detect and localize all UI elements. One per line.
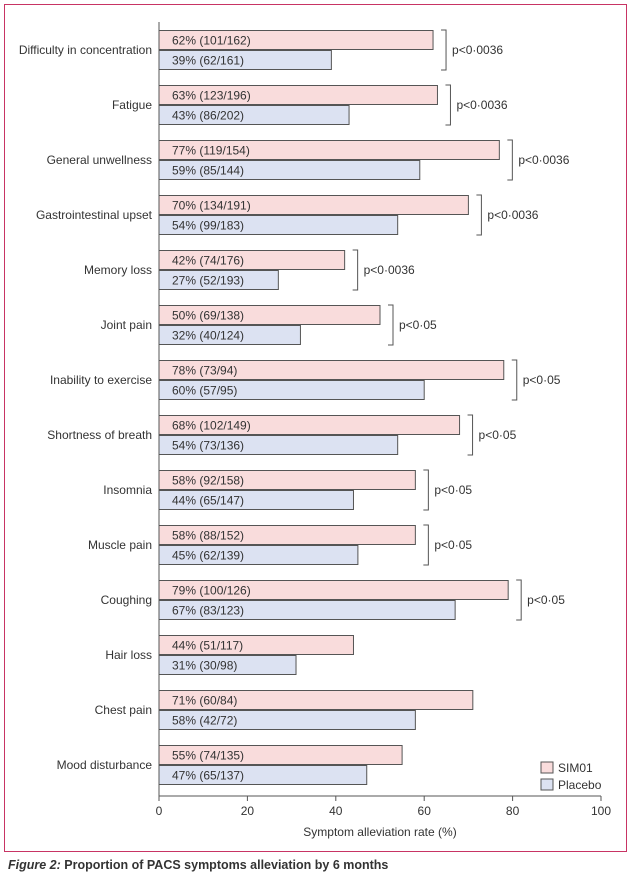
- category-label: Gastrointestinal upset: [36, 208, 153, 222]
- bar-label-placebo: 43% (86/202): [172, 109, 244, 123]
- category-label: Shortness of breath: [47, 428, 152, 442]
- significance-bracket: [476, 194, 482, 236]
- category-label: Coughing: [101, 593, 152, 607]
- bar-label-sim01: 62% (101/162): [172, 34, 251, 48]
- x-tick-label: 20: [241, 804, 255, 818]
- legend-label-placebo: Placebo: [558, 778, 602, 792]
- bar-label-placebo: 67% (83/123): [172, 604, 244, 618]
- legend-swatch-sim01: [540, 761, 554, 774]
- p-value-label: p<0·0036: [452, 43, 503, 57]
- category-label: Memory loss: [84, 263, 152, 277]
- category-label: General unwellness: [47, 153, 152, 167]
- x-tick-label: 80: [506, 804, 520, 818]
- x-tick-label: 100: [591, 804, 611, 818]
- bar-label-placebo: 45% (62/139): [172, 549, 244, 563]
- significance-bracket: [388, 304, 394, 346]
- bar-label-sim01: 79% (100/126): [172, 584, 251, 598]
- p-value-label: p<0·0036: [456, 98, 507, 112]
- bar-label-placebo: 44% (65/147): [172, 494, 244, 508]
- p-value-label: p<0·05: [434, 483, 472, 497]
- p-value-label: p<0·0036: [364, 263, 415, 277]
- category-label: Joint pain: [101, 318, 152, 332]
- bar-label-sim01: 78% (73/94): [172, 364, 237, 378]
- bar-label-placebo: 59% (85/144): [172, 164, 244, 178]
- bar-label-sim01: 70% (134/191): [172, 199, 251, 213]
- category-label: Fatigue: [112, 98, 152, 112]
- significance-bracket: [507, 139, 513, 181]
- bar-label-placebo: 60% (57/95): [172, 384, 237, 398]
- p-value-label: p<0·05: [434, 538, 472, 552]
- bar-label-placebo: 32% (40/124): [172, 329, 244, 343]
- bar-label-placebo: 31% (30/98): [172, 659, 237, 673]
- legend-swatch-placebo: [540, 778, 554, 791]
- category-label: Difficulty in concentration: [19, 43, 152, 57]
- bar-label-sim01: 63% (123/196): [172, 89, 251, 103]
- bar-label-sim01: 55% (74/135): [172, 749, 244, 763]
- p-value-label: p<0·0036: [518, 153, 569, 167]
- category-label: Mood disturbance: [57, 758, 153, 772]
- caption-text: Proportion of PACS symptoms alleviation …: [60, 858, 389, 872]
- bar-label-placebo: 54% (73/136): [172, 439, 244, 453]
- bar-label-placebo: 27% (52/193): [172, 274, 244, 288]
- x-axis-title: Symptom alleviation rate (%): [303, 825, 456, 839]
- bar-label-placebo: 58% (42/72): [172, 714, 237, 728]
- p-value-label: p<0·05: [523, 373, 561, 387]
- legend-label-sim01: SIM01: [558, 761, 593, 775]
- category-label: Hair loss: [105, 648, 152, 662]
- x-tick-label: 0: [156, 804, 163, 818]
- caption-label: Figure 2:: [8, 858, 61, 872]
- x-tick-label: 60: [418, 804, 432, 818]
- significance-bracket: [516, 579, 522, 621]
- bar-label-sim01: 68% (102/149): [172, 419, 251, 433]
- bar-label-placebo: 47% (65/137): [172, 769, 244, 783]
- p-value-label: p<0·05: [479, 428, 517, 442]
- significance-bracket: [423, 469, 429, 511]
- category-label: Inability to exercise: [50, 373, 152, 387]
- significance-bracket: [445, 84, 451, 126]
- significance-bracket: [423, 524, 429, 566]
- significance-bracket: [467, 414, 474, 456]
- bar-label-sim01: 44% (51/117): [172, 639, 243, 653]
- bar-label-placebo: 39% (62/161): [172, 54, 244, 68]
- significance-bracket: [511, 359, 518, 401]
- bar-label-sim01: 77% (119/154): [172, 144, 250, 158]
- p-value-label: p<0·0036: [487, 208, 538, 222]
- bar-label-sim01: 50% (69/138): [172, 309, 244, 323]
- figure-caption: Figure 2: Proportion of PACS symptoms al…: [8, 858, 388, 872]
- category-label: Chest pain: [95, 703, 152, 717]
- bar-label-sim01: 42% (74/176): [172, 254, 244, 268]
- bar-label-sim01: 58% (88/152): [172, 529, 244, 543]
- p-value-label: p<0·05: [399, 318, 437, 332]
- category-label: Insomnia: [103, 483, 152, 497]
- bar-label-sim01: 71% (60/84): [172, 694, 237, 708]
- significance-bracket: [352, 249, 359, 291]
- category-label: Muscle pain: [88, 538, 152, 552]
- bar-label-sim01: 58% (92/158): [172, 474, 244, 488]
- bar-label-placebo: 54% (99/183): [172, 219, 244, 233]
- x-tick-label: 40: [329, 804, 343, 818]
- significance-bracket: [441, 29, 447, 71]
- p-value-label: p<0·05: [527, 593, 565, 607]
